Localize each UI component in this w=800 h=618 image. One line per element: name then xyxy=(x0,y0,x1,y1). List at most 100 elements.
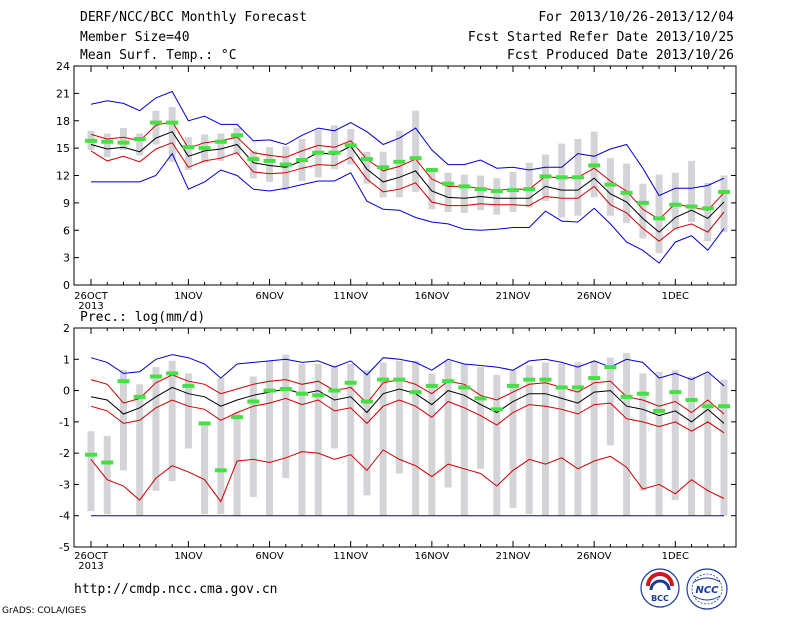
forecast-marker xyxy=(523,187,536,192)
forecast-marker xyxy=(588,376,601,381)
spread-bar xyxy=(541,362,549,516)
svg-text:BCC: BCC xyxy=(651,594,669,603)
forecast-marker xyxy=(636,391,649,396)
forecast-marker xyxy=(604,365,617,370)
x-tick-label: 21NOV xyxy=(496,551,531,562)
forecast-marker xyxy=(247,399,260,404)
y-tick-label: 18 xyxy=(56,115,70,128)
upper-line xyxy=(90,374,725,415)
x-year-label: 2013 xyxy=(78,301,103,312)
forecast-marker xyxy=(117,140,130,145)
forecast-marker xyxy=(263,158,276,163)
spread-bar xyxy=(233,128,241,155)
forecast-marker xyxy=(523,377,536,382)
spread-bar xyxy=(184,373,192,449)
spread-bar xyxy=(477,367,485,469)
forecast-marker xyxy=(474,396,487,401)
spread-bar xyxy=(298,363,306,516)
forecast-marker xyxy=(669,390,682,395)
forecast-marker xyxy=(571,385,584,390)
mean-line xyxy=(90,131,725,233)
max-line xyxy=(90,354,725,387)
forecast-marker xyxy=(182,145,195,150)
lower-line xyxy=(90,142,725,242)
spread-bar xyxy=(152,110,160,145)
spread-bar xyxy=(266,360,274,516)
spread-bar xyxy=(103,133,111,158)
forecast-marker xyxy=(344,143,357,148)
x-tick-label: 26NOV xyxy=(577,551,612,562)
spread-bar xyxy=(412,110,420,192)
forecast-marker xyxy=(474,187,487,192)
spread-bar xyxy=(671,370,679,501)
x-tick-label: 6NOV xyxy=(255,551,284,562)
upper-line xyxy=(90,121,725,220)
forecast-marker xyxy=(231,133,244,138)
forecast-marker xyxy=(490,189,503,194)
spread-bar xyxy=(525,162,533,208)
x-tick-label: 1NOV xyxy=(174,291,203,302)
spread-bar xyxy=(330,365,338,449)
spread-bar xyxy=(119,128,127,150)
spread-bar xyxy=(444,360,452,488)
forecast-marker xyxy=(133,394,146,399)
spread-bar xyxy=(428,169,436,210)
forecast-marker xyxy=(85,138,97,143)
forecast-marker xyxy=(166,120,179,125)
spread-bar xyxy=(347,363,355,516)
x-tick-label: 26OCT xyxy=(74,291,109,302)
spread-bar xyxy=(395,360,403,474)
y-tick-label: 9 xyxy=(63,197,70,210)
forecast-marker xyxy=(214,468,227,473)
spread-bar xyxy=(606,158,614,216)
forecast-marker xyxy=(588,163,601,168)
ncc-logo-icon: NCC xyxy=(686,568,728,610)
y-tick-label: 2 xyxy=(63,322,70,335)
spread-bar xyxy=(444,172,452,212)
forecast-marker xyxy=(571,175,584,180)
forecast-marker xyxy=(296,157,308,162)
y-tick-label: -1 xyxy=(59,416,70,429)
forecast-marker xyxy=(312,393,325,398)
spread-bar xyxy=(655,371,663,516)
forecast-marker xyxy=(247,157,260,162)
spread-bar xyxy=(201,421,209,515)
forecast-marker xyxy=(539,377,552,382)
spread-bar xyxy=(655,174,663,254)
spread-bar xyxy=(509,370,517,508)
forecast-marker xyxy=(85,452,97,457)
source-url[interactable]: http://cmdp.ncc.cma.gov.cn xyxy=(74,582,278,597)
spread-bar xyxy=(460,174,468,213)
y-tick-label: 1 xyxy=(63,353,70,366)
spread-bar xyxy=(688,376,696,516)
forecast-marker xyxy=(604,182,617,187)
spread-bar xyxy=(233,412,241,516)
forecast-marker xyxy=(409,390,422,395)
spread-bar xyxy=(87,431,95,512)
forecast-marker xyxy=(328,388,341,393)
forecast-marker xyxy=(490,407,503,412)
spread-bar xyxy=(395,130,403,198)
spread-bar xyxy=(639,373,647,491)
min-line xyxy=(90,449,725,503)
spread-bar xyxy=(704,182,712,242)
x-tick-label: 1DEC xyxy=(662,291,689,302)
forecast-marker xyxy=(620,190,633,195)
spread-bar xyxy=(136,384,144,516)
forecast-marker xyxy=(653,216,666,221)
forecast-marker xyxy=(312,150,325,155)
x-tick-label: 6NOV xyxy=(255,291,284,302)
spread-bar xyxy=(379,362,387,516)
spread-bar xyxy=(590,360,598,516)
y-tick-label: 0 xyxy=(63,385,70,398)
spread-bar xyxy=(477,175,485,211)
forecast-marker xyxy=(718,189,730,194)
forecast-marker xyxy=(279,162,292,167)
forecast-marker xyxy=(117,379,130,384)
plot-frame xyxy=(73,327,737,548)
forecast-marker xyxy=(328,150,341,155)
member-size-label: Member Size=40 xyxy=(80,30,190,45)
x-tick-label: 16NOV xyxy=(414,291,449,302)
bcc-logo-icon: BCC xyxy=(640,568,680,608)
